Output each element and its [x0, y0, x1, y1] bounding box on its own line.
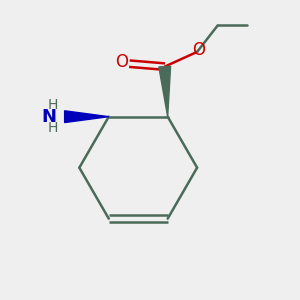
Text: O: O: [192, 41, 205, 59]
Text: H: H: [48, 121, 58, 135]
Text: N: N: [41, 108, 56, 126]
Polygon shape: [64, 111, 109, 123]
Text: H: H: [48, 98, 58, 112]
Polygon shape: [159, 66, 171, 117]
Text: O: O: [116, 53, 128, 71]
